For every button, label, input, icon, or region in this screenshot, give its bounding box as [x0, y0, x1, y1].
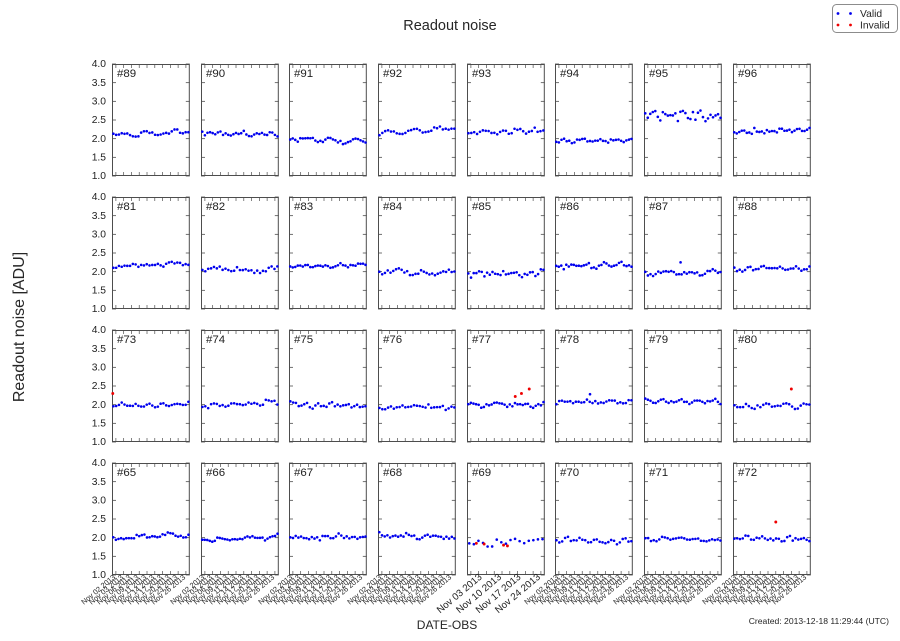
- svg-text:2.0: 2.0: [92, 267, 107, 278]
- svg-text:Invalid: Invalid: [860, 20, 890, 31]
- svg-text:3.5: 3.5: [92, 78, 107, 89]
- svg-text:4.0: 4.0: [92, 59, 107, 70]
- svg-text:#87: #87: [649, 201, 668, 213]
- svg-text:4.0: 4.0: [92, 458, 107, 469]
- svg-text:3.0: 3.0: [92, 230, 107, 241]
- svg-text:#70: #70: [560, 467, 579, 479]
- svg-text:#77: #77: [472, 334, 491, 346]
- svg-text:1.5: 1.5: [92, 286, 107, 297]
- svg-text:2.0: 2.0: [92, 400, 107, 411]
- svg-text:3.0: 3.0: [92, 363, 107, 374]
- svg-text:#94: #94: [560, 68, 580, 80]
- svg-text:#75: #75: [294, 334, 313, 346]
- svg-text:#73: #73: [117, 334, 136, 346]
- svg-text:2.0: 2.0: [92, 533, 107, 544]
- svg-text:#95: #95: [649, 68, 668, 80]
- svg-text:#88: #88: [738, 201, 757, 213]
- svg-text:1.5: 1.5: [92, 153, 107, 164]
- svg-text:1.0: 1.0: [92, 437, 107, 448]
- svg-text:#96: #96: [738, 68, 757, 80]
- svg-text:1.5: 1.5: [92, 552, 107, 563]
- svg-text:4.0: 4.0: [92, 192, 107, 203]
- svg-text:#66: #66: [206, 467, 225, 479]
- svg-text:2.5: 2.5: [92, 248, 107, 259]
- svg-text:1.5: 1.5: [92, 419, 107, 430]
- svg-text:#81: #81: [117, 201, 136, 213]
- svg-text:3.5: 3.5: [92, 211, 107, 222]
- svg-text:#65: #65: [117, 467, 136, 479]
- svg-text:4.0: 4.0: [92, 325, 107, 336]
- svg-text:#78: #78: [560, 334, 579, 346]
- svg-text:#68: #68: [383, 467, 402, 479]
- svg-text:Valid: Valid: [860, 9, 882, 20]
- svg-text:#80: #80: [738, 334, 757, 346]
- svg-text:3.5: 3.5: [92, 477, 107, 488]
- svg-text:#83: #83: [294, 201, 313, 213]
- svg-text:2.5: 2.5: [92, 115, 107, 126]
- svg-text:#84: #84: [383, 201, 403, 213]
- svg-text:1.0: 1.0: [92, 304, 107, 315]
- svg-text:#67: #67: [294, 467, 313, 479]
- svg-text:#91: #91: [294, 68, 313, 80]
- svg-text:#93: #93: [472, 68, 491, 80]
- svg-text:#71: #71: [649, 467, 668, 479]
- svg-text:#89: #89: [117, 68, 136, 80]
- svg-text:#76: #76: [383, 334, 402, 346]
- svg-text:2.5: 2.5: [92, 514, 107, 525]
- svg-text:#72: #72: [738, 467, 757, 479]
- svg-text:3.0: 3.0: [92, 97, 107, 108]
- svg-text:#69: #69: [472, 467, 491, 479]
- svg-text:#85: #85: [472, 201, 491, 213]
- svg-text:2.5: 2.5: [92, 381, 107, 392]
- svg-text:#86: #86: [560, 201, 579, 213]
- svg-text:3.0: 3.0: [92, 496, 107, 507]
- svg-text:#82: #82: [206, 201, 225, 213]
- svg-text:1.0: 1.0: [92, 171, 107, 182]
- svg-text:#92: #92: [383, 68, 402, 80]
- svg-text:2.0: 2.0: [92, 134, 107, 145]
- svg-text:#79: #79: [649, 334, 668, 346]
- svg-text:#90: #90: [206, 68, 225, 80]
- svg-text:3.5: 3.5: [92, 344, 107, 355]
- svg-text:#74: #74: [206, 334, 226, 346]
